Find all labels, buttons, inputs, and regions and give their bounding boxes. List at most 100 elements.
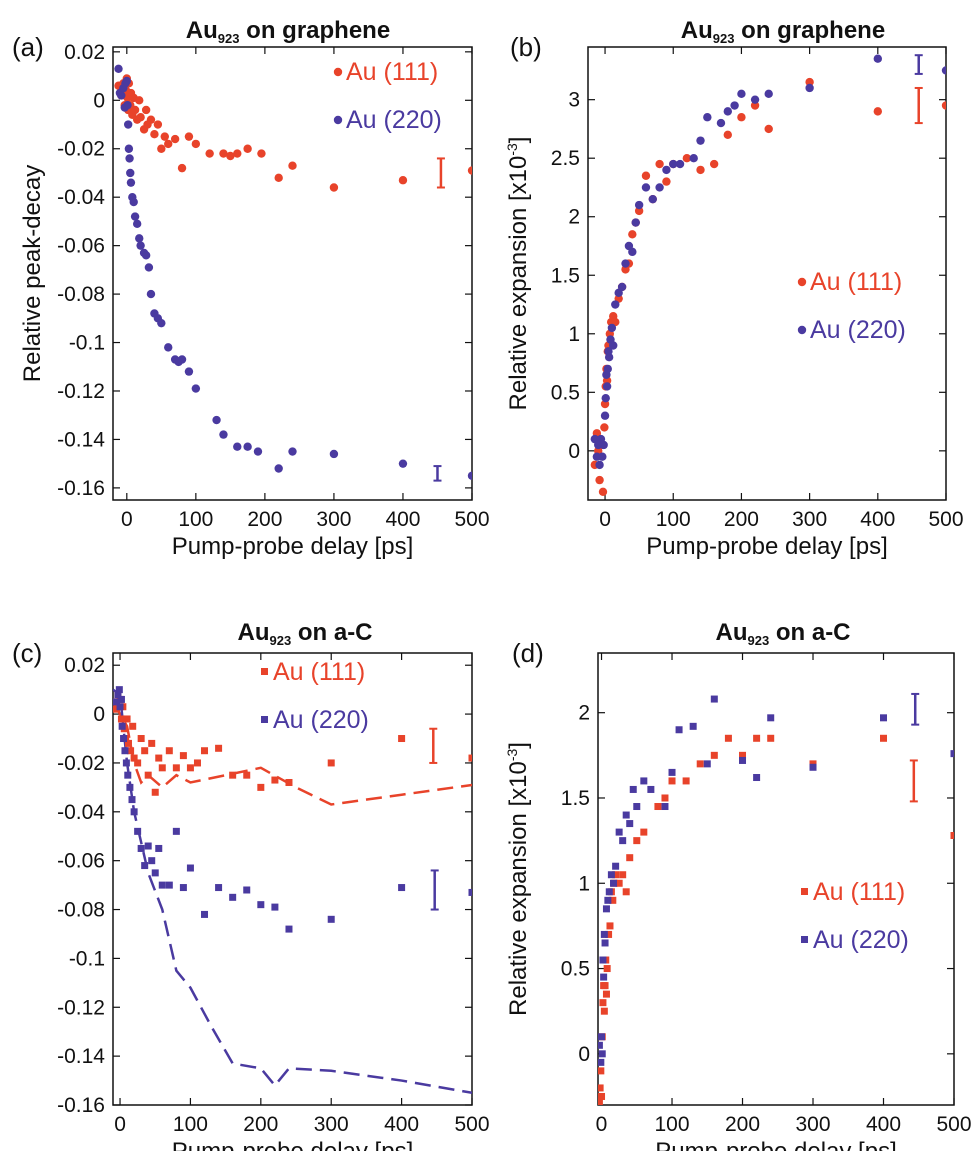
chart-panel: (c) Au923 on a-C 0 100 200 300 400 500 0.02 0 -0.0… [12, 619, 490, 1151]
data-point [158, 764, 166, 772]
data-point [599, 956, 607, 964]
data-point [144, 771, 152, 779]
data-point [233, 442, 242, 451]
data-point [117, 91, 126, 100]
data-point [141, 862, 149, 870]
y-tick-label: -0.02 [57, 138, 105, 161]
data-point [327, 915, 335, 923]
data-point [160, 132, 169, 141]
data-point [599, 999, 607, 1007]
data-point [598, 1050, 606, 1058]
x-axis-label: Pump-probe delay [ps] [172, 1138, 413, 1151]
y-tick-label: -0.02 [57, 752, 105, 775]
data-point [125, 154, 134, 163]
data-point [327, 759, 335, 767]
data-point [598, 487, 608, 497]
legend-label: Au (111) [346, 58, 438, 86]
data-point [123, 120, 133, 129]
data-point [288, 447, 297, 456]
data-point [604, 352, 614, 362]
y-axis-label: Relative expansion [x10-3] [504, 742, 532, 1016]
y-tick-label: -0.06 [57, 235, 105, 258]
data-point [177, 355, 187, 364]
y-tick-label: 3 [568, 89, 580, 112]
y-tick-label: -0.04 [57, 801, 105, 824]
data-point [219, 430, 228, 439]
data-point [118, 722, 126, 730]
data-point [629, 785, 637, 793]
data-point [113, 705, 121, 713]
data-point [172, 827, 180, 835]
data-point [805, 77, 814, 87]
legend-label: Au (111) [813, 878, 905, 906]
data-point [809, 763, 817, 771]
data-point [285, 925, 293, 933]
x-tick-label: 300 [792, 508, 827, 531]
data-point [184, 132, 194, 141]
data-point [723, 130, 732, 139]
data-point [201, 910, 209, 918]
y-tick-label: -0.08 [57, 899, 105, 922]
data-point [179, 752, 187, 760]
data-point [601, 939, 609, 947]
data-point [601, 982, 609, 990]
x-axis-label: Pump-probe delay [ps] [172, 533, 413, 560]
chart-title: Au923 on a-C [715, 619, 850, 648]
legend-marker [801, 888, 808, 895]
y-tick-label: -0.04 [57, 186, 105, 209]
data-point [243, 886, 251, 894]
legend-label: Au (111) [273, 658, 365, 686]
x-tick-label: 0 [596, 1113, 608, 1136]
data-point [662, 165, 671, 175]
data-point [739, 756, 747, 764]
x-tick-label: 0 [114, 1113, 126, 1136]
data-point [146, 289, 156, 299]
x-tick-label: 0 [599, 508, 611, 531]
data-point [146, 115, 156, 124]
data-point [617, 282, 627, 292]
data-point [648, 194, 657, 204]
data-point [662, 177, 671, 186]
chart-title: Au923 on graphene [681, 17, 885, 46]
data-point [634, 200, 644, 210]
data-point [622, 811, 630, 819]
data-point [179, 884, 187, 892]
data-point [595, 460, 604, 470]
data-point [621, 259, 630, 268]
data-point [602, 905, 610, 913]
data-point [598, 1067, 605, 1075]
y-tick-label: 0 [93, 89, 105, 112]
data-point [130, 212, 140, 221]
data-point [626, 854, 634, 862]
data-point [164, 139, 173, 149]
data-point [117, 695, 125, 703]
panel-label: (a) [12, 32, 44, 62]
data-point [655, 159, 664, 169]
data-point [141, 251, 151, 260]
data-point [172, 764, 180, 772]
data-point [689, 722, 697, 730]
data-point [155, 844, 163, 852]
y-tick-label: 2 [578, 702, 590, 725]
data-point [805, 83, 814, 93]
panel-label: (b) [510, 32, 542, 62]
data-point [598, 1084, 604, 1092]
x-tick-label: 300 [314, 1113, 349, 1136]
data-point [633, 803, 641, 811]
chart-panel: (b) Au923 on graphene 0 100 200 300 400 500 0 0.5… [504, 17, 964, 560]
x-tick-label: 400 [866, 1113, 901, 1136]
x-axis-label: Pump-probe delay [ps] [646, 533, 887, 560]
data-point [767, 734, 775, 742]
legend-label: Au (220) [346, 106, 442, 134]
data-point [243, 144, 252, 153]
data-point [716, 118, 726, 128]
data-point [468, 888, 472, 896]
data-point [329, 183, 339, 192]
y-tick-label: -0.12 [57, 380, 105, 403]
data-point [141, 747, 149, 755]
y-tick-label: -0.1 [69, 332, 105, 355]
data-point [122, 76, 132, 86]
data-point [212, 415, 221, 425]
data-point [950, 832, 954, 840]
data-point [114, 691, 122, 699]
